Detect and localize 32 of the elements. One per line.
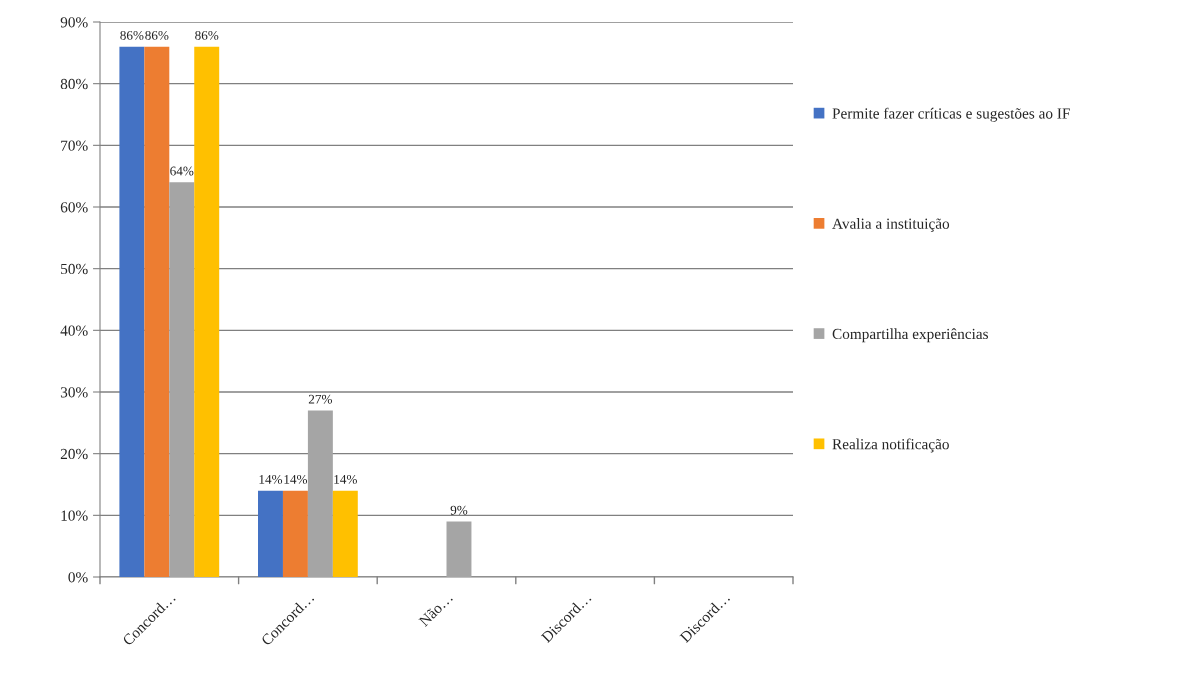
legend-label: Permite fazer críticas e sugestões ao IF	[832, 107, 1070, 122]
y-tick-label: 70%	[61, 140, 88, 151]
bar	[307, 410, 333, 577]
data-label: 86%	[145, 30, 169, 40]
data-label: 9%	[450, 505, 468, 515]
bar	[194, 46, 220, 577]
y-tick-label: 30%	[60, 387, 88, 398]
y-tick-label: 0%	[68, 572, 88, 583]
data-label: 86%	[120, 30, 144, 40]
data-label: 86%	[195, 30, 219, 40]
bar	[446, 521, 472, 577]
bar	[282, 490, 308, 577]
legend-label: Realiza notificação	[832, 438, 949, 453]
y-tick-label: 10%	[61, 510, 88, 521]
y-tick-label: 60%	[60, 202, 88, 213]
bar	[144, 46, 170, 577]
bar	[119, 46, 145, 577]
bar	[258, 490, 283, 577]
y-tick-label: 20%	[60, 448, 88, 460]
data-label: 64%	[170, 166, 194, 176]
legend-label: Compartilha experiências	[832, 328, 988, 343]
y-tick-label: 90%	[60, 17, 88, 28]
bar	[169, 182, 195, 577]
y-tick-label: 50%	[61, 263, 88, 275]
bar	[332, 490, 358, 577]
data-label: 14%	[334, 474, 357, 484]
legend-label: Avalia a instituição	[832, 218, 950, 232]
data-label: 27%	[308, 394, 333, 404]
data-label: 14%	[284, 474, 308, 484]
y-tick-label: 80%	[60, 78, 88, 90]
y-tick-label: 40%	[60, 325, 88, 336]
data-label: 14%	[259, 474, 283, 484]
